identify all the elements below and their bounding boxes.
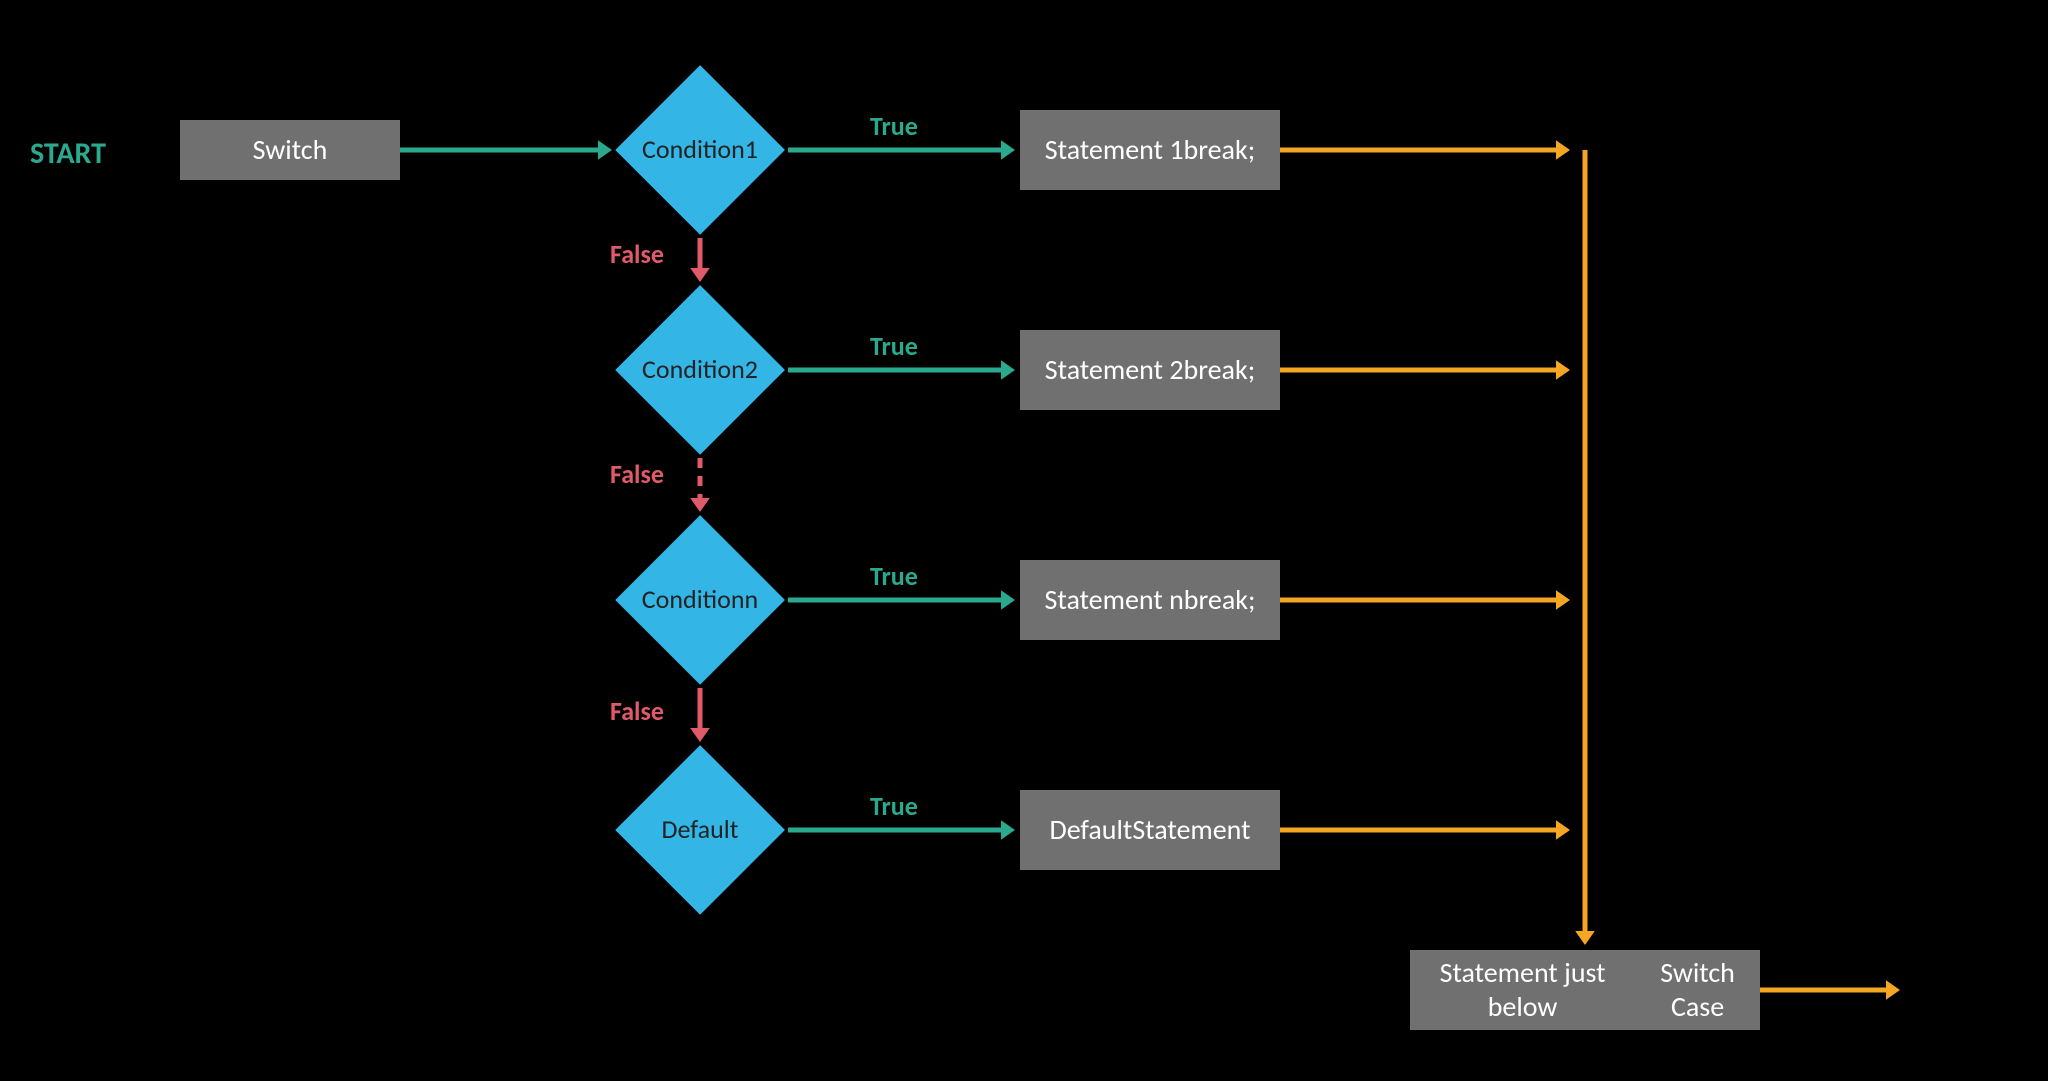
true-label-1: True (870, 110, 918, 142)
default-diamond: Default (615, 745, 785, 915)
default-statement-box: DefaultStatement (1020, 790, 1280, 870)
true-label-4: True (870, 790, 918, 822)
statement-2-box: Statement 2break; (1020, 330, 1280, 410)
false-label-3: False (610, 695, 664, 727)
condition-2-diamond: Condition2 (615, 285, 785, 455)
final-statement-box: Statement just belowSwitch Case (1410, 950, 1760, 1030)
condition-1-diamond: Condition1 (615, 65, 785, 235)
switch-box: Switch (180, 120, 400, 180)
true-label-2: True (870, 330, 918, 362)
true-label-3: True (870, 560, 918, 592)
condition-n-diamond: Conditionn (615, 515, 785, 685)
statement-n-box: Statement nbreak; (1020, 560, 1280, 640)
statement-1-box: Statement 1break; (1020, 110, 1280, 190)
false-label-1: False (610, 238, 664, 270)
flowchart-canvas: { "type": "flowchart", "canvas": { "widt… (0, 0, 2048, 1081)
start-label: START (30, 135, 106, 172)
false-label-2: False (610, 458, 664, 490)
